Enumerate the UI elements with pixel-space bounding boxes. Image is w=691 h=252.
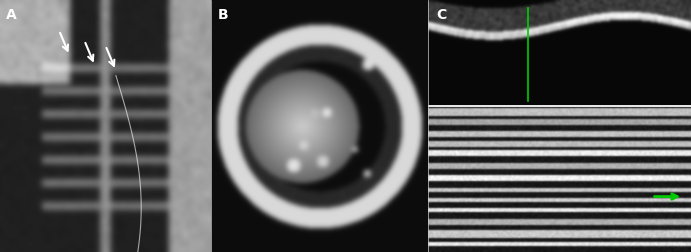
Text: A: A bbox=[6, 8, 17, 22]
Text: B: B bbox=[217, 8, 228, 22]
Text: C: C bbox=[436, 8, 446, 22]
